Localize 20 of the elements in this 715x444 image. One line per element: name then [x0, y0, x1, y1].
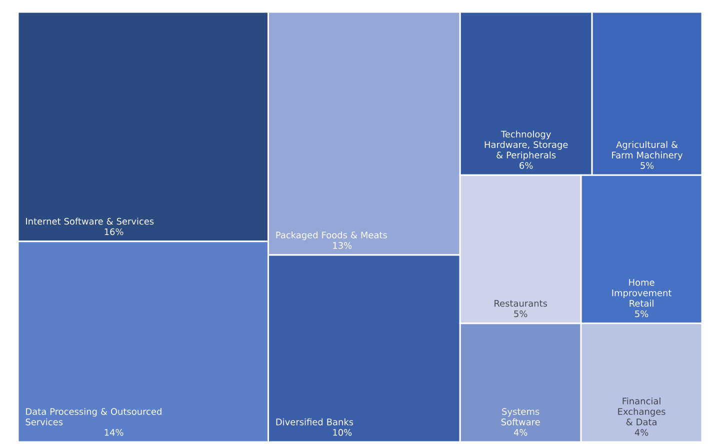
category-label: Systems Software [501, 408, 540, 426]
category-label: Internet Software & Services [26, 218, 154, 225]
category-label: Data Processing & Outsourced Services [26, 408, 162, 426]
category-label: Agricultural & Farm Machinery [612, 141, 683, 160]
data-label: 4% [634, 429, 648, 436]
data-label: 10% [333, 429, 352, 436]
data-label: 5% [514, 310, 528, 318]
category-label: Technology Hardware, Storage & Peripherals [484, 130, 568, 160]
category-label: Diversified Banks [276, 418, 354, 426]
data-label: 16% [104, 228, 124, 236]
data-label: 14% [104, 429, 124, 436]
data-label: 5% [635, 310, 648, 318]
data-label: 5% [640, 162, 654, 169]
data-label: 4% [514, 429, 528, 436]
category-label: Home Improvement Retail [612, 279, 672, 307]
data-label: 6% [520, 162, 533, 169]
category-label: Financial Exchanges & Data [618, 397, 666, 426]
category-label: Restaurants [494, 300, 548, 307]
data-label: 13% [333, 242, 352, 249]
category-label: Packaged Foods & Meats [276, 231, 387, 240]
